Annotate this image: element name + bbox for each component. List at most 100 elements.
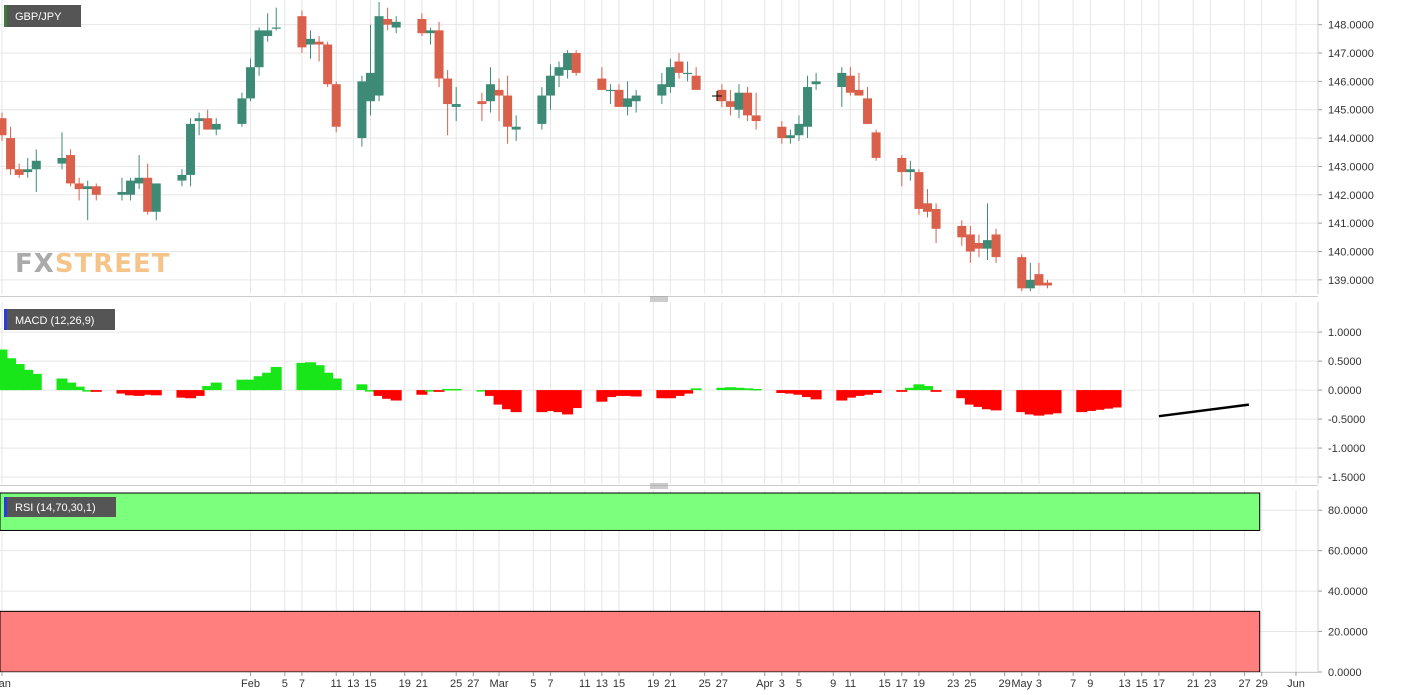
histogram-bar	[176, 390, 188, 398]
candle-body	[23, 169, 33, 173]
candle-down	[743, 87, 753, 122]
candle-down	[203, 109, 213, 130]
x-tick-label: 5	[530, 678, 536, 690]
histogram-bar	[133, 390, 145, 396]
candle-body	[537, 95, 547, 124]
x-tick-label: 13	[1118, 678, 1130, 690]
histogram-bar	[904, 387, 916, 391]
histogram-bar	[433, 390, 445, 392]
candle-up	[134, 155, 144, 190]
candle-down	[854, 72, 864, 96]
candle-down	[957, 220, 967, 246]
candle-down	[871, 129, 881, 161]
x-tick-label: May	[1011, 678, 1032, 690]
candle-body	[982, 240, 992, 249]
histogram-bar	[733, 387, 745, 391]
candle-up	[683, 61, 693, 82]
histogram-bar	[193, 390, 205, 396]
candle-up	[126, 177, 136, 201]
candle-up	[151, 183, 161, 221]
histogram-bar	[382, 390, 394, 399]
candle-up	[263, 13, 273, 42]
candle-up	[811, 72, 821, 90]
candle-down	[691, 67, 701, 90]
x-tick-label: 29	[1256, 678, 1268, 690]
candle-down	[74, 177, 84, 201]
x-tick-label: 23	[947, 678, 959, 690]
candle-down	[863, 87, 873, 124]
macd-histogram-trendline	[1158, 403, 1250, 418]
candle-body	[734, 92, 744, 110]
candle-body	[246, 67, 256, 99]
candle-down	[1017, 254, 1027, 292]
x-tick-label: 3	[779, 678, 785, 690]
candle-down	[494, 78, 504, 122]
x-tick-label: 27	[467, 678, 479, 690]
panel-resize-handle-2[interactable]	[0, 483, 1318, 489]
price-panel[interactable]: 148.0000 147.0000 146.0000 145.0000 144.0000…	[0, 0, 1374, 294]
candle-down	[991, 228, 1001, 263]
candle-body	[211, 123, 221, 130]
histogram-bar	[553, 390, 565, 413]
candle-body	[1025, 279, 1035, 289]
histogram-bar	[125, 390, 137, 396]
candle-up	[425, 27, 435, 45]
candle-down	[477, 92, 487, 122]
x-tick-label: 11	[845, 678, 856, 690]
candle-body	[503, 95, 513, 127]
candle-up	[237, 92, 247, 127]
candle-body	[263, 30, 273, 37]
candle-down	[974, 234, 984, 258]
x-tick-label: 7	[1070, 678, 1076, 690]
candle-body	[751, 115, 761, 122]
candle-body	[605, 89, 615, 92]
date-axis: JanFeb5711131519212527Mar571113151921252…	[0, 672, 1318, 690]
candle-up	[905, 160, 915, 181]
histogram-bar	[1041, 390, 1053, 415]
macd-histogram	[0, 349, 1122, 416]
candle-down	[923, 189, 933, 218]
candle-body	[477, 101, 487, 105]
y-tick-label: 140.0000	[1328, 246, 1374, 258]
y-tick-label: 80.0000	[1328, 505, 1368, 517]
candle-body	[1042, 282, 1052, 286]
histogram-bar	[596, 390, 608, 402]
rsi-panel[interactable]: 80.0000 60.0000 40.0000 20.0000 0.0000 RSI (…	[0, 490, 1368, 679]
panel-resize-handle-1[interactable]	[0, 296, 1318, 302]
histogram-bar	[562, 390, 574, 415]
x-tick-label: 3	[1036, 678, 1042, 690]
candle-body	[425, 30, 435, 34]
candle-body	[237, 98, 247, 124]
histogram-bar	[622, 390, 634, 396]
x-tick-label: 7	[299, 678, 305, 690]
histogram-bar	[742, 388, 754, 391]
x-tick-label: Jun	[1287, 678, 1305, 690]
candle-up	[357, 75, 367, 147]
candle-body	[1017, 257, 1027, 289]
x-tick-label: 7	[547, 678, 553, 690]
candle-up	[545, 64, 555, 110]
histogram-bar	[656, 390, 668, 399]
candle-up	[194, 112, 204, 136]
candle-up	[631, 89, 641, 113]
histogram-bar	[1033, 390, 1045, 416]
candle-body	[271, 27, 281, 29]
candle-body	[974, 242, 984, 249]
candle-body	[811, 81, 821, 85]
candle-body	[597, 78, 607, 90]
candle-body	[923, 203, 933, 212]
macd-panel[interactable]: 1.00000.50000.0000-0.5000-1.0000-1.5000 …	[0, 302, 1365, 484]
histogram-bar	[442, 388, 454, 391]
candle-body	[177, 174, 187, 181]
x-tick-label: 21	[416, 678, 428, 690]
candle-body	[631, 95, 641, 102]
y-tick-label: 139.0000	[1328, 275, 1374, 287]
candle-body	[905, 169, 915, 173]
histogram-bar	[981, 390, 993, 410]
y-tick-label: 146.0000	[1328, 76, 1374, 88]
candle-up	[537, 87, 547, 130]
histogram-bar	[990, 390, 1002, 411]
candle-body	[14, 169, 24, 175]
candle-up	[511, 115, 521, 141]
candle-up	[554, 61, 564, 88]
